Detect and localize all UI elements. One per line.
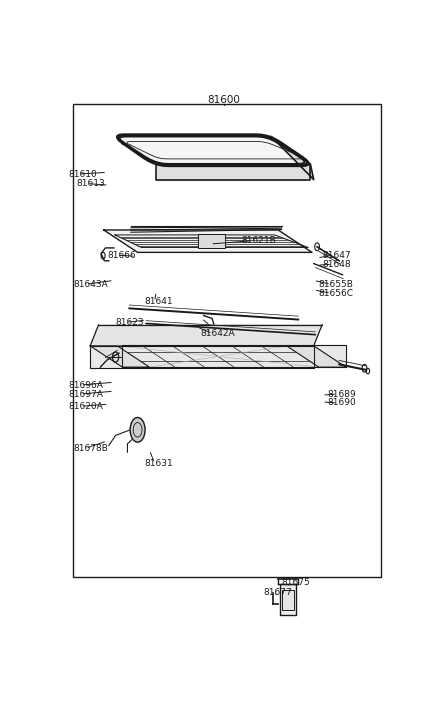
Polygon shape bbox=[156, 164, 310, 180]
Polygon shape bbox=[120, 137, 305, 164]
Bar bbox=[282, 590, 294, 610]
Polygon shape bbox=[104, 230, 312, 252]
Text: 81697A: 81697A bbox=[68, 390, 103, 398]
Text: 81613: 81613 bbox=[76, 179, 105, 188]
Polygon shape bbox=[90, 346, 149, 367]
Circle shape bbox=[130, 417, 145, 442]
Bar bbox=[73, 104, 382, 577]
Text: 81610: 81610 bbox=[68, 169, 97, 179]
Text: 81666: 81666 bbox=[107, 251, 136, 260]
Bar bbox=[280, 584, 296, 614]
Text: 81675: 81675 bbox=[281, 578, 310, 587]
Text: 81643A: 81643A bbox=[73, 280, 108, 289]
Text: 81689: 81689 bbox=[327, 390, 356, 398]
Text: 81647: 81647 bbox=[322, 251, 351, 260]
Polygon shape bbox=[90, 346, 314, 369]
Polygon shape bbox=[122, 345, 346, 367]
Text: 81600: 81600 bbox=[208, 95, 240, 105]
Bar bbox=[198, 234, 225, 249]
Polygon shape bbox=[90, 346, 346, 367]
Polygon shape bbox=[90, 324, 322, 346]
Text: 81642A: 81642A bbox=[200, 329, 235, 338]
Text: 81648: 81648 bbox=[322, 260, 351, 269]
Text: 81655B: 81655B bbox=[319, 280, 354, 289]
Text: 81656C: 81656C bbox=[319, 289, 354, 298]
Text: 81623: 81623 bbox=[115, 318, 144, 327]
Text: 81620A: 81620A bbox=[68, 402, 103, 411]
Text: 81696A: 81696A bbox=[68, 380, 103, 390]
Text: 81690: 81690 bbox=[327, 398, 356, 407]
Text: 81621B: 81621B bbox=[241, 236, 276, 245]
Polygon shape bbox=[268, 137, 314, 180]
Text: 81677: 81677 bbox=[263, 587, 291, 597]
Text: 81678B: 81678B bbox=[73, 443, 108, 453]
Polygon shape bbox=[287, 346, 346, 367]
Text: 81641: 81641 bbox=[144, 297, 173, 306]
Text: 81631: 81631 bbox=[144, 459, 173, 468]
